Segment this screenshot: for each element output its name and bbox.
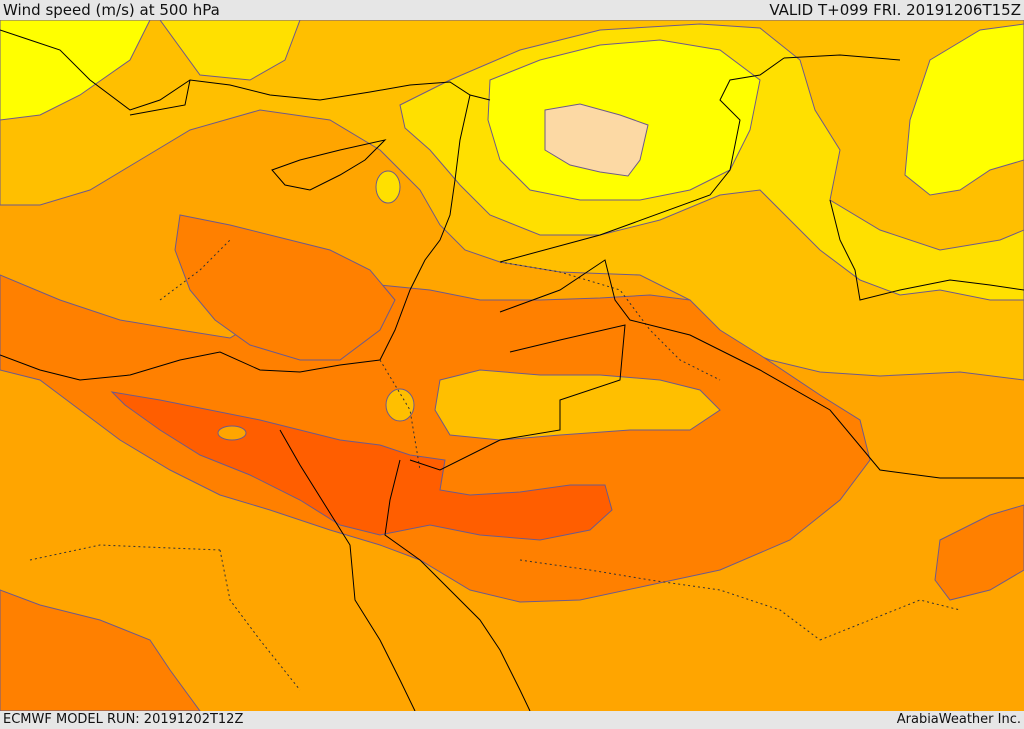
field-spot-cyprus [375,170,401,204]
footer-bar: ECMWF MODEL RUN: 20191202T12Z ArabiaWeat… [0,711,1024,729]
valid-time: VALID T+099 FRI. 20191206T15Z [769,1,1021,19]
field-light-east [434,369,721,441]
field-yellow-east [904,23,1024,196]
wind-speed-map[interactable] [0,20,1024,711]
main-borders [129,54,1024,479]
field-spot-levant [385,388,415,422]
field-band-southeast [934,504,1024,601]
field-calm-core [544,103,649,177]
field-gold-northwest [159,20,301,81]
field-spot-sinai [217,425,247,441]
model-run: ECMWF MODEL RUN: 20191202T12Z [3,712,244,727]
field-jet-lobe-med [174,214,396,361]
field-yellow-west [0,20,151,121]
coastlines [0,29,1024,711]
map-title: Wind speed (m/s) at 500 hPa [3,1,220,19]
credit: ArabiaWeather Inc. [896,712,1021,727]
field-band-southwest [0,589,201,711]
country-borders [29,239,961,691]
header-bar: Wind speed (m/s) at 500 hPa VALID T+099 … [0,0,1024,20]
